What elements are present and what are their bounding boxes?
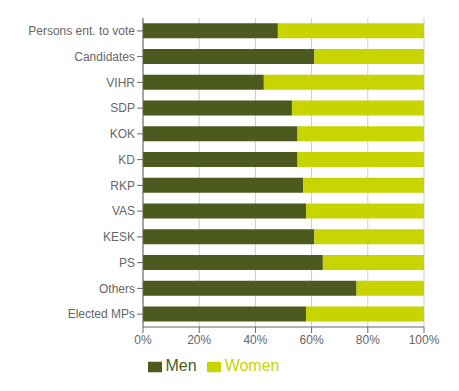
svg-text:80%: 80% (356, 333, 380, 347)
svg-text:KD: KD (118, 153, 135, 167)
html-text:Women: Women (224, 357, 280, 374)
svg-text:0%: 0% (134, 333, 152, 347)
svg-text:KOK: KOK (110, 127, 135, 141)
svg-text:SDP: SDP (110, 101, 135, 115)
svg-text:20%: 20% (187, 333, 211, 347)
svg-text:KESK: KESK (103, 230, 135, 244)
svg-text:RKP: RKP (110, 179, 135, 193)
html-text:Men: Men (165, 357, 197, 374)
svg-text:VAS: VAS (112, 204, 135, 218)
svg-text:PS: PS (119, 256, 135, 270)
svg-text:40%: 40% (243, 333, 267, 347)
svg-text:Candidates: Candidates (74, 50, 135, 64)
svg-text:Elected MPs: Elected MPs (68, 307, 135, 321)
svg-text:VIHR: VIHR (106, 76, 135, 90)
svg-text:Others: Others (99, 282, 135, 296)
svg-text:100%: 100% (409, 333, 440, 347)
svg-text:60%: 60% (300, 333, 324, 347)
svg-text:Persons ent. to vote: Persons ent. to vote (28, 24, 135, 38)
